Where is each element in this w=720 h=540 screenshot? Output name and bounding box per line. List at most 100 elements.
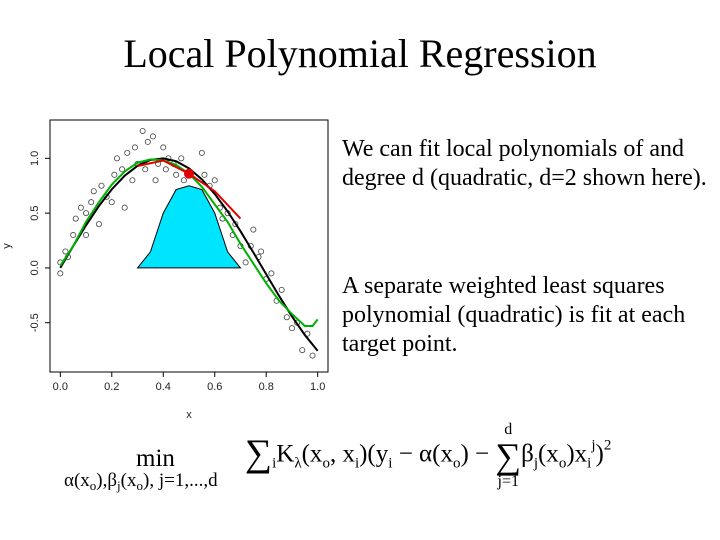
target-point [184,168,194,179]
formula-token: λ [294,455,302,472]
formula-token: i [388,455,393,472]
formula-token: i [272,455,277,472]
data-point [242,259,249,266]
data-point [139,127,146,134]
data-point [129,177,136,184]
data-point [121,204,128,211]
formula-token: 2 [603,437,612,454]
formula-token: ∑ [245,432,273,475]
plot-frame [49,119,329,373]
data-point [198,149,205,156]
formula-token: j [533,455,538,472]
formula-token: ),β [96,470,118,491]
data-point [72,215,79,222]
data-point [88,199,95,206]
formula-under: α(xo),βj(xo), j=1,...,d [64,470,218,494]
formula-token: i [354,455,360,472]
data-point [211,177,218,184]
formula-token: (x [301,440,323,468]
paragraph: We can fit local polynomials of and degr… [342,136,707,191]
data-point [90,188,97,195]
x-tick-label: 1.0 [310,381,325,393]
formula-token: β [521,440,534,468]
data-point [160,144,167,151]
y-tick-label: 1.0 [29,151,41,166]
formula-token: o [89,478,97,493]
data-point [250,226,257,233]
formula-token: ) [595,440,604,468]
data-point [70,232,77,239]
curve [59,157,319,352]
data-point [268,270,275,277]
formula-token: j [117,478,121,493]
data-point [111,171,118,178]
formula-token: )(y [359,440,389,468]
data-point [278,286,285,293]
data-point [299,347,306,354]
data-point [144,138,151,145]
formula-token: d [504,421,513,438]
kernel-area [136,185,242,269]
data-point [113,155,120,162]
formula-token: j [591,437,596,454]
x-axis-label: x [186,409,192,421]
paragraph: A separate weighted least squares polyno… [342,273,686,357]
formula-token: K [276,440,295,468]
data-point [131,144,138,151]
y-tick-label: -0.5 [29,313,41,332]
formula-token: o [558,455,567,472]
data-point [124,149,131,156]
formula-token: j=1 [497,473,519,490]
formula-token: min [136,445,175,472]
formula-token: (x [120,470,137,491]
formula-token: ∑ [495,436,522,476]
formula-token: α(x [64,470,90,491]
formula-main: ∑iKλ(xo, xi)(yi − α(xo) − d ∑ j=1 βj(xo)xij… [245,422,611,490]
data-point [309,352,316,359]
data-point [142,166,149,173]
x-tick-label: 0.8 [259,381,274,393]
data-point [178,155,185,162]
y-axis-label: y [1,243,13,249]
data-point [119,166,126,173]
data-point [162,166,169,173]
curve [59,158,319,327]
data-point [98,182,105,189]
data-point [83,210,90,217]
data-point [173,171,180,178]
formula-token: o [322,455,330,472]
data-point [83,232,90,239]
sum-limits: d ∑ j=1 [495,422,521,490]
data-point [288,325,295,332]
data-point [180,177,187,184]
y-tick-label: 0.5 [29,205,41,220]
formula-token: )x [566,440,588,468]
formula-token: , x [329,440,355,468]
x-tick-label: 0.0 [53,381,68,393]
data-point [77,204,84,211]
x-tick-label: 0.6 [207,381,222,393]
formula-token: o [452,455,461,472]
formula-token: − α(x [392,440,453,468]
data-point [283,314,290,321]
data-point [149,133,156,140]
data-point [152,177,159,184]
formula-token: ), j=1,...,d [143,470,218,491]
data-point [57,270,64,277]
formula-token: o [136,478,144,493]
slide-title: Local Polynomial Regression [123,31,597,76]
y-tick-label: 0.0 [29,260,41,275]
formula-min: min [136,445,175,473]
data-point [258,248,265,255]
chart: 0.0 0.2 0.4 0.6 0.8 1.0 -0.5 0.0 0.5 1.0 x y [1,119,329,421]
data-point [201,171,208,178]
formula-token: (x [537,440,559,468]
formula-token: ) − [460,440,496,468]
x-tick-label: 0.2 [104,381,119,393]
formula-token: i [587,455,592,472]
data-point [108,199,115,206]
x-tick-label: 0.4 [156,381,171,393]
data-point [62,248,69,255]
data-point [95,221,102,228]
